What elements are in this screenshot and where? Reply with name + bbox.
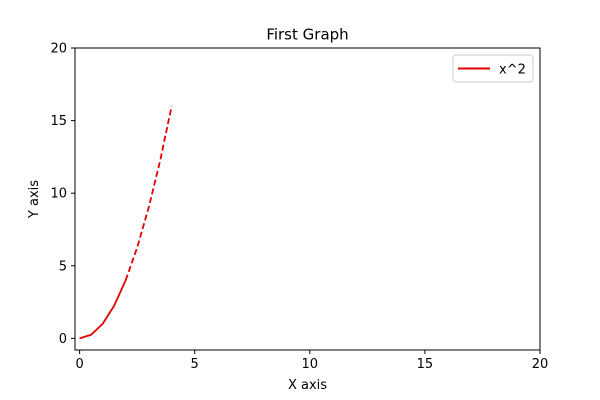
- y-axis-label: Y axis: [27, 180, 42, 219]
- chart-title: First Graph: [266, 26, 348, 44]
- x-axis-label: X axis: [288, 378, 327, 393]
- series-line-dashed: [124, 105, 173, 281]
- legend: x^2: [452, 54, 534, 83]
- y-tick-label: 15: [50, 114, 67, 129]
- y-tick-label: 5: [59, 259, 67, 274]
- legend-label: x^2: [499, 63, 526, 78]
- x-tick-label: 20: [532, 357, 549, 372]
- series-line-solid: [79, 279, 127, 340]
- x-tick-label: 10: [302, 357, 319, 372]
- y-tick-label: 10: [50, 187, 67, 202]
- x-tick-label: 15: [417, 357, 434, 372]
- legend-box: [452, 54, 534, 83]
- x-tick-label: 5: [191, 357, 199, 372]
- y-tick-label: 20: [50, 42, 67, 57]
- plot-frame: [74, 47, 541, 351]
- x-tick-label: 0: [75, 357, 83, 372]
- y-tick-label: 0: [59, 332, 67, 347]
